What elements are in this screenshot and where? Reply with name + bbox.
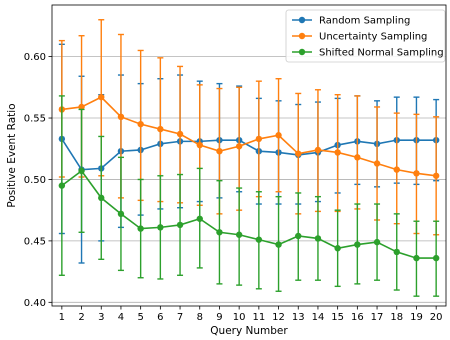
x-tick-label: 7 (177, 312, 183, 323)
data-point (255, 236, 263, 243)
legend-marker (298, 48, 306, 56)
legend-marker (298, 16, 306, 24)
data-point (157, 125, 164, 133)
legend-label: Uncertainty Sampling (319, 32, 427, 43)
x-tick-label: 8 (197, 312, 203, 323)
legend: Random Sampling Uncertainty Sampling Shift… (285, 9, 446, 63)
data-point (216, 229, 223, 236)
legend-marker (298, 32, 306, 40)
x-tick-label: 5 (137, 312, 143, 323)
data-point (354, 241, 361, 248)
y-tick-label: 0.40 (24, 298, 46, 309)
data-point (78, 167, 85, 175)
data-point (117, 113, 125, 121)
data-point (432, 254, 440, 262)
data-point (354, 154, 361, 161)
x-tick-label: 2 (78, 312, 84, 323)
series-layer (58, 19, 440, 297)
series-line (61, 138, 437, 171)
series-shifted-normal-sampling (58, 95, 440, 297)
data-point (137, 120, 144, 128)
series-line (61, 96, 437, 177)
x-tick-label: 17 (371, 312, 384, 323)
data-point (235, 143, 243, 150)
data-point (137, 225, 144, 232)
data-point (216, 148, 223, 155)
x-tick-label: 6 (157, 312, 163, 323)
data-point (373, 238, 381, 246)
y-tick-label: 0.45 (24, 236, 46, 247)
x-tick-label: 9 (216, 312, 222, 323)
data-point (393, 248, 400, 256)
x-tick-label: 18 (390, 312, 403, 323)
legend-entry: Shifted Normal Sampling (292, 48, 444, 59)
data-point (176, 221, 184, 229)
legend-label: Random Sampling (319, 16, 410, 27)
plot-frame (51, 4, 447, 307)
data-point (413, 170, 420, 177)
y-tick-label: 0.60 (24, 52, 46, 63)
series-line (61, 169, 437, 259)
x-tick-label: 19 (410, 312, 423, 323)
y-axis-label: Positive Event Ratio (6, 103, 18, 207)
x-tick-label: 16 (351, 312, 364, 323)
x-tick-label: 1 (59, 312, 65, 323)
x-tick-label: 14 (312, 312, 325, 323)
legend-label: Shifted Normal Sampling (319, 48, 444, 59)
data-point (235, 231, 243, 238)
data-point (334, 149, 341, 156)
data-point (196, 215, 203, 222)
x-tick-label: 13 (292, 312, 305, 323)
axis-ticks: 0.400.450.500.550.601 2 3 4 5 6 7 8 9 10 11 12 13 14 1… (24, 52, 443, 323)
data-point (98, 93, 105, 101)
x-tick-label: 3 (98, 312, 104, 323)
x-tick-label: 11 (252, 312, 265, 323)
legend-entry: Uncertainty Sampling (292, 32, 427, 43)
data-point (117, 210, 125, 218)
data-point (413, 254, 420, 262)
data-point (373, 160, 381, 167)
data-point (78, 103, 85, 111)
x-tick-label: 15 (331, 312, 344, 323)
data-point (275, 132, 282, 139)
data-point (393, 166, 400, 173)
grid-lines (52, 56, 446, 303)
data-point (314, 235, 322, 242)
data-point (196, 141, 203, 149)
legend-box (285, 9, 446, 63)
x-tick-label: 12 (272, 312, 285, 323)
data-point (334, 245, 341, 252)
x-tick-label: 20 (430, 312, 443, 323)
data-point (295, 150, 302, 157)
data-point (98, 194, 105, 202)
y-tick-label: 0.55 (24, 114, 46, 125)
x-tick-label: 4 (118, 312, 124, 323)
data-point (295, 232, 302, 240)
data-point (275, 241, 282, 248)
data-point (58, 182, 66, 189)
data-point (176, 130, 184, 138)
data-point (255, 135, 263, 143)
data-point (157, 224, 164, 231)
series-random-sampling (58, 43, 440, 264)
data-point (314, 146, 322, 154)
x-tick-label: 10 (233, 312, 246, 323)
data-point (432, 172, 440, 179)
legend-entry: Random Sampling (292, 16, 410, 27)
y-tick-label: 0.50 (24, 175, 46, 186)
x-axis-label: Query Number (210, 325, 288, 337)
